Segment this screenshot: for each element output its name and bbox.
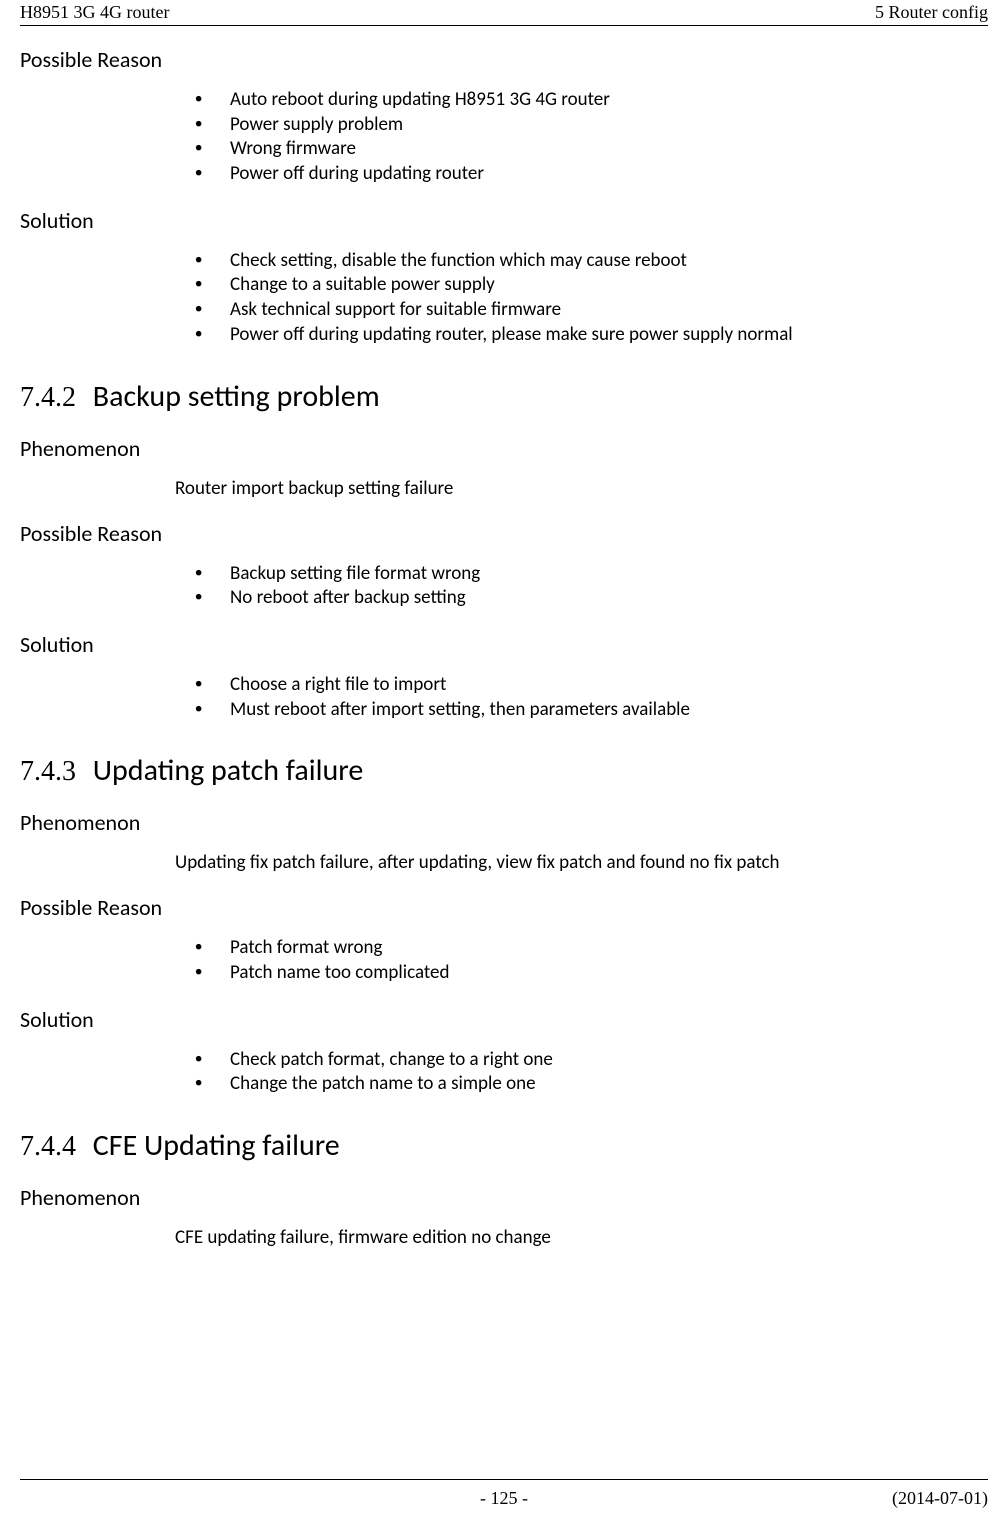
subsection-743: 7.4.3 Updating patch failure: [20, 752, 988, 789]
phenomenon-text-1: Router import backup setting failure: [175, 477, 988, 500]
footer-page-number: - 125 -: [20, 1488, 988, 1509]
phenomenon-text-2: Updating fix patch failure, after updati…: [175, 851, 988, 874]
solution-heading-2: Solution: [20, 631, 988, 658]
subsection-number: 7.4.2: [20, 382, 76, 413]
list-item: Power off during updating router, please…: [195, 323, 988, 348]
subsection-title: Backup setting problem: [93, 378, 380, 415]
phenomenon-heading-2: Phenomenon: [20, 809, 988, 836]
list-item: Auto reboot during updating H8951 3G 4G …: [195, 88, 988, 113]
solution-heading-3: Solution: [20, 1006, 988, 1033]
list-item: Check setting, disable the function whic…: [195, 249, 988, 274]
header-right: 5 Router config: [875, 2, 988, 23]
solution-list-3: Check patch format, change to a right on…: [195, 1048, 988, 1097]
possible-reason-list-1: Auto reboot during updating H8951 3G 4G …: [195, 88, 988, 187]
list-item: Wrong firmware: [195, 137, 988, 162]
subsection-number: 7.4.3: [20, 756, 76, 787]
list-item: Power off during updating router: [195, 162, 988, 187]
subsection-742: 7.4.2 Backup setting problem: [20, 378, 988, 415]
possible-reason-heading-3: Possible Reason: [20, 894, 988, 921]
subsection-744: 7.4.4 CFE Updating failure: [20, 1127, 988, 1164]
list-item: Change the patch name to a simple one: [195, 1072, 988, 1097]
header-bar: H8951 3G 4G router 5 Router config: [20, 0, 988, 26]
phenomenon-heading-1: Phenomenon: [20, 435, 988, 462]
solution-heading-1: Solution: [20, 207, 988, 234]
list-item: Must reboot after import setting, then p…: [195, 698, 988, 723]
list-item: Change to a suitable power supply: [195, 273, 988, 298]
page-container: H8951 3G 4G router 5 Router config Possi…: [0, 0, 1008, 1249]
subsection-title: Updating patch failure: [93, 752, 363, 789]
subsection-number: 7.4.4: [20, 1131, 76, 1162]
list-item: Choose a right file to import: [195, 673, 988, 698]
footer-date: (2014-07-01): [892, 1488, 988, 1509]
phenomenon-heading-3: Phenomenon: [20, 1184, 988, 1211]
footer-bar: - 125 - (2014-07-01): [20, 1479, 988, 1509]
list-item: Power supply problem: [195, 113, 988, 138]
list-item: Patch format wrong: [195, 936, 988, 961]
header-left: H8951 3G 4G router: [20, 2, 169, 23]
list-item: Ask technical support for suitable firmw…: [195, 298, 988, 323]
possible-reason-list-2: Backup setting file format wrong No rebo…: [195, 562, 988, 611]
subsection-title: CFE Updating failure: [93, 1127, 340, 1164]
list-item: Check patch format, change to a right on…: [195, 1048, 988, 1073]
possible-reason-list-3: Patch format wrong Patch name too compli…: [195, 936, 988, 985]
possible-reason-heading-2: Possible Reason: [20, 520, 988, 547]
list-item: No reboot after backup setting: [195, 586, 988, 611]
solution-list-2: Choose a right file to import Must reboo…: [195, 673, 988, 722]
possible-reason-heading-1: Possible Reason: [20, 46, 988, 73]
phenomenon-text-3: CFE updating failure, firmware edition n…: [175, 1226, 988, 1249]
list-item: Backup setting file format wrong: [195, 562, 988, 587]
solution-list-1: Check setting, disable the function whic…: [195, 249, 988, 348]
list-item: Patch name too complicated: [195, 961, 988, 986]
